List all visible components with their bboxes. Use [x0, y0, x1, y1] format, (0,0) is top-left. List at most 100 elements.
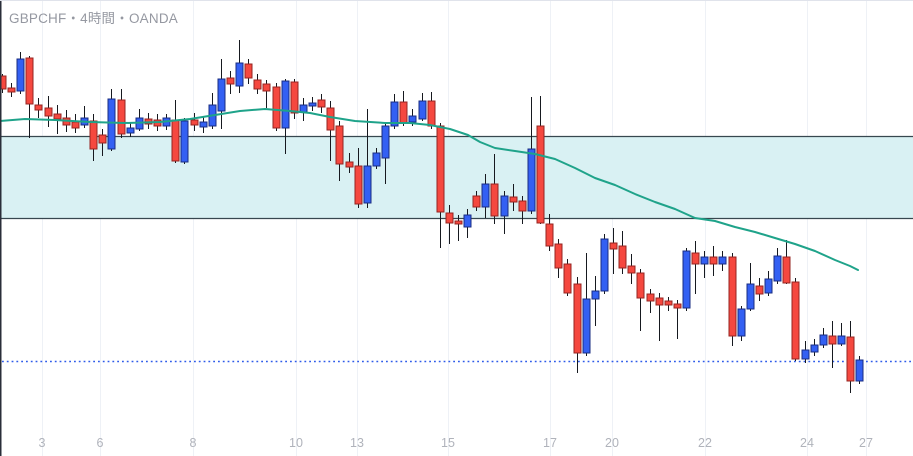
candle — [34, 98, 43, 118]
candle — [345, 153, 354, 173]
candle — [436, 123, 445, 248]
x-axis-label[interactable]: 10 — [289, 436, 303, 450]
candle-body-down — [253, 79, 262, 90]
candle-body-down — [53, 113, 62, 120]
candle-body-down — [427, 100, 436, 127]
candle-body-down — [490, 183, 499, 217]
candle — [773, 248, 782, 284]
candle-body-up — [801, 349, 810, 360]
symbol-legend[interactable]: GBPCHF・4時間・OANDA — [9, 11, 178, 26]
candle — [126, 123, 135, 137]
candle-body-up — [773, 255, 782, 282]
candle — [98, 129, 107, 156]
candle-body-down — [536, 125, 545, 224]
candle — [828, 321, 837, 368]
candle — [262, 80, 271, 108]
x-axis-label[interactable]: 27 — [859, 436, 873, 450]
candle — [71, 114, 80, 133]
candle-body-up — [764, 278, 773, 294]
candle — [655, 293, 664, 341]
candle — [801, 341, 810, 363]
candle-body-down — [563, 263, 572, 294]
candle-body-up — [737, 308, 746, 337]
candle — [618, 231, 627, 274]
candle-body-down — [399, 101, 408, 124]
candle — [837, 323, 846, 346]
candle-body-down — [545, 223, 554, 247]
candle — [545, 214, 554, 251]
candle-body-down — [828, 335, 837, 345]
candle-body-down — [655, 297, 664, 306]
candle-body-down — [664, 300, 673, 306]
candle-body-down — [44, 107, 53, 117]
candle-body-down — [354, 165, 363, 205]
supply-zone[interactable] — [0, 135, 913, 220]
candle — [454, 215, 463, 241]
candle — [600, 234, 609, 294]
candle-body-down — [262, 83, 271, 92]
candle-body-down — [335, 125, 344, 165]
x-axis-labels: 3 6 8 10 13 15 17 20 22 24 27 — [39, 436, 873, 450]
candle-body-up — [299, 104, 308, 113]
x-axis-label[interactable]: 20 — [605, 436, 619, 450]
x-axis-label[interactable]: 3 — [39, 436, 46, 450]
candle — [427, 92, 436, 129]
candle — [673, 300, 682, 339]
candle — [226, 71, 235, 94]
candle-body-down — [117, 99, 126, 135]
candle — [709, 246, 718, 276]
candle — [518, 196, 527, 224]
candle — [272, 83, 281, 131]
x-axis-label[interactable]: 24 — [800, 436, 814, 450]
x-axis-label[interactable]: 17 — [543, 436, 557, 450]
candle — [636, 269, 645, 331]
candle — [573, 277, 582, 373]
candle-body-up — [682, 250, 691, 309]
candle — [728, 253, 737, 346]
candle — [646, 289, 655, 313]
x-axis-label[interactable]: 8 — [190, 436, 197, 450]
candle-body-up — [199, 121, 208, 128]
candle — [372, 148, 381, 169]
candle-body-up — [418, 100, 427, 120]
candle — [25, 56, 34, 138]
x-axis-label[interactable]: 22 — [698, 436, 712, 450]
candle-body-down — [98, 134, 107, 144]
candle — [445, 205, 454, 244]
candle-body-up — [600, 238, 609, 292]
candle — [399, 91, 408, 126]
candle — [563, 259, 572, 296]
candle — [536, 96, 545, 224]
x-axis-label[interactable]: 13 — [350, 436, 364, 450]
candle-body-down — [728, 256, 737, 337]
candle — [135, 109, 144, 131]
candle — [764, 271, 773, 296]
candle — [190, 113, 199, 131]
candle-body-up — [16, 58, 25, 92]
candle — [381, 123, 390, 184]
candle — [281, 79, 290, 154]
zone-fill[interactable] — [0, 136, 913, 218]
candle-body-down — [89, 120, 98, 150]
candle-body-down — [618, 245, 627, 269]
candle-body-down — [454, 220, 463, 225]
candle-body-down — [0, 75, 7, 90]
candle-body-down — [709, 256, 718, 265]
candle-body-down — [244, 63, 253, 79]
ma-line — [0, 108, 859, 271]
candle-body-up — [180, 120, 189, 163]
candle — [235, 40, 244, 93]
candle — [682, 248, 691, 311]
candle-body-up — [363, 165, 372, 204]
candle — [609, 228, 618, 274]
candle-body-up — [308, 102, 317, 107]
x-axis-label[interactable]: 15 — [441, 436, 455, 450]
candle — [855, 356, 864, 384]
candle-body-up — [463, 214, 472, 228]
candle-body-down — [609, 242, 618, 250]
candle-body-down — [791, 281, 800, 360]
x-axis-label[interactable]: 6 — [97, 436, 104, 450]
candle — [363, 109, 372, 208]
candle — [691, 241, 700, 294]
